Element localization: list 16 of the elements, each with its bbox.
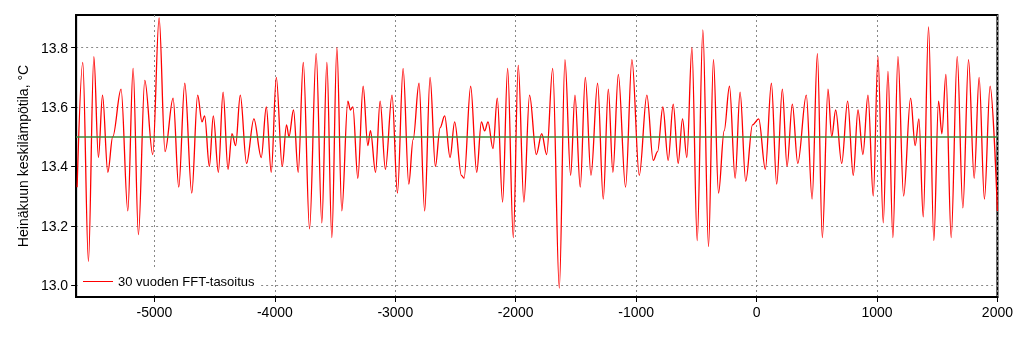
y-tick-label: 13.6 [40, 99, 69, 116]
line-series [76, 17, 999, 289]
x-tick-label: -4000 [256, 304, 293, 320]
y-tick-label: 13.0 [40, 277, 69, 294]
y-tick-label: 13.8 [40, 39, 69, 56]
x-tick-label: 1000 [861, 304, 893, 320]
y-tick-label: 13.4 [40, 158, 69, 175]
legend-label: 30 vuoden FFT-tasoitus [118, 274, 256, 289]
y-tick-label: 13.2 [40, 217, 69, 234]
x-tick-label: 2000 [981, 304, 1014, 320]
x-tick-label: 0 [752, 304, 761, 320]
x-tick-label: -5000 [136, 304, 173, 320]
x-tick-label: -1000 [618, 304, 655, 320]
y-axis-title: Heinäkuun keskilämpötila, °C [15, 64, 31, 248]
x-tick-label: -2000 [497, 304, 534, 320]
x-tick-label: -3000 [377, 304, 414, 320]
